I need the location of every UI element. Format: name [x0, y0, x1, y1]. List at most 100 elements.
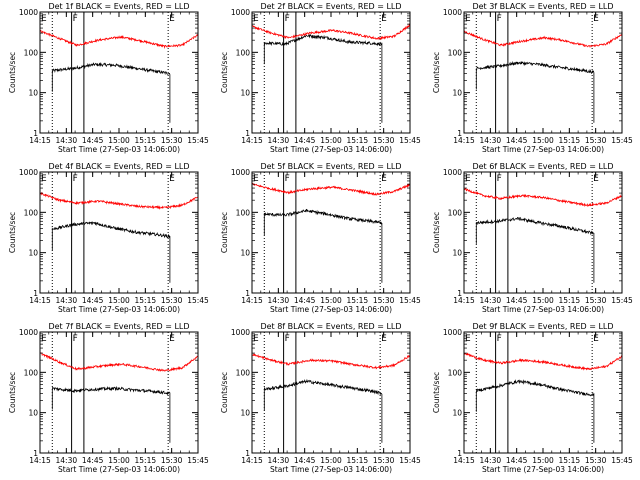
marker-label: E — [381, 174, 387, 184]
x-axis-label: Start Time (27-Sep-03 14:06:00) — [270, 145, 392, 154]
events-series-line — [475, 216, 595, 283]
x-tick-label: 14:30 — [268, 456, 290, 465]
marker-label: E — [381, 334, 387, 344]
y-axis-label: Counts/sec — [8, 372, 17, 413]
y-axis-label: Counts/sec — [220, 372, 229, 413]
events-series-line — [263, 208, 383, 283]
x-tick-label: 15:45 — [399, 296, 421, 305]
x-axis-label: Start Time (27-Sep-03 14:06:00) — [482, 465, 604, 474]
y-tick-label: 1 — [457, 129, 462, 138]
y-tick-label: 100 — [448, 208, 463, 217]
x-tick-label: 14:30 — [56, 296, 78, 305]
y-axis-label: Counts/sec — [220, 212, 229, 253]
marker-label: F — [73, 174, 78, 184]
x-tick-label: 15:30 — [161, 296, 183, 305]
lld-series-line — [464, 187, 623, 208]
y-axis-label: Counts/sec — [220, 52, 229, 93]
chart-title: Det 2f BLACK = Events, RED = LLD — [260, 2, 401, 11]
x-tick-label: 14:45 — [82, 456, 104, 465]
x-tick-label: 14:15 — [241, 296, 263, 305]
chart-title: Det 8f BLACK = Events, RED = LLD — [260, 322, 401, 331]
chart-title: Det 6f BLACK = Events, RED = LLD — [472, 162, 613, 171]
chart-title: Det 3f BLACK = Events, RED = LLD — [472, 2, 613, 11]
x-tick-label: 15:30 — [585, 456, 607, 465]
y-tick-label: 1000 — [443, 328, 462, 337]
plot-frame — [39, 171, 199, 294]
x-tick-label: 14:15 — [241, 136, 263, 145]
lld-series-line — [251, 23, 411, 41]
marker-label: F — [497, 14, 502, 24]
x-tick-label: 14:30 — [268, 136, 290, 145]
x-tick-label: 14:30 — [268, 296, 290, 305]
marker-label: E — [593, 174, 599, 184]
x-tick-label: 15:45 — [611, 296, 633, 305]
x-tick-label: 15:15 — [347, 296, 369, 305]
chart-title: Det 7f BLACK = Events, RED = LLD — [48, 322, 189, 331]
plot-frame — [39, 11, 199, 134]
chart-title: Det 9f BLACK = Events, RED = LLD — [472, 322, 613, 331]
x-tick-label: 15:15 — [347, 456, 369, 465]
x-axis-label: Start Time (27-Sep-03 14:06:00) — [482, 145, 604, 154]
y-tick-label: 1 — [245, 129, 250, 138]
x-tick-label: 15:45 — [399, 136, 421, 145]
x-tick-label: 15:30 — [585, 296, 607, 305]
y-tick-label: 10 — [452, 89, 462, 98]
y-tick-label: 1000 — [231, 328, 250, 337]
x-tick-label: 15:00 — [532, 296, 554, 305]
x-axis-label: Start Time (27-Sep-03 14:06:00) — [58, 465, 180, 474]
x-tick-label: 14:15 — [29, 136, 51, 145]
x-tick-label: 15:45 — [399, 456, 421, 465]
x-tick-label: 15:45 — [187, 456, 209, 465]
x-tick-label: 14:45 — [82, 296, 104, 305]
events-series-line — [51, 221, 171, 283]
marker-label: E — [253, 174, 259, 184]
x-tick-label: 14:15 — [29, 296, 51, 305]
y-tick-label: 10 — [28, 89, 38, 98]
x-tick-label: 15:45 — [611, 456, 633, 465]
marker-label: E — [169, 14, 175, 24]
x-tick-label: 15:15 — [135, 456, 157, 465]
events-series-line — [51, 62, 171, 123]
lld-series-line — [251, 182, 411, 197]
y-tick-label: 10 — [452, 409, 462, 418]
marker-label: E — [169, 174, 175, 184]
x-tick-label: 14:15 — [29, 456, 51, 465]
events-series-line — [475, 60, 595, 123]
x-tick-label: 14:45 — [506, 456, 528, 465]
marker-label: E — [465, 334, 471, 344]
y-tick-label: 1 — [245, 289, 250, 298]
x-tick-label: 15:15 — [559, 136, 581, 145]
chart-title: Det 4f BLACK = Events, RED = LLD — [48, 162, 189, 171]
x-tick-label: 14:15 — [241, 456, 263, 465]
y-tick-label: 1 — [457, 449, 462, 458]
x-axis-label: Start Time (27-Sep-03 14:06:00) — [58, 305, 180, 314]
events-series-line — [51, 385, 171, 443]
x-tick-label: 15:15 — [135, 296, 157, 305]
x-tick-label: 15:00 — [320, 136, 342, 145]
marker-label: E — [253, 14, 259, 24]
marker-label: E — [381, 14, 387, 24]
x-tick-label: 14:45 — [294, 296, 316, 305]
y-axis-label: Counts/sec — [432, 372, 441, 413]
y-axis-label: Counts/sec — [8, 212, 17, 253]
x-tick-label: 14:45 — [506, 136, 528, 145]
x-tick-label: 15:00 — [532, 136, 554, 145]
y-tick-label: 1 — [245, 449, 250, 458]
x-axis-label: Start Time (27-Sep-03 14:06:00) — [58, 145, 180, 154]
y-tick-label: 10 — [28, 409, 38, 418]
x-tick-label: 15:00 — [320, 456, 342, 465]
y-tick-label: 1 — [457, 289, 462, 298]
x-axis-label: Start Time (27-Sep-03 14:06:00) — [270, 465, 392, 474]
x-tick-label: 15:15 — [559, 456, 581, 465]
marker-label: E — [41, 174, 47, 184]
x-tick-label: 15:30 — [373, 296, 395, 305]
x-tick-label: 15:45 — [187, 136, 209, 145]
x-tick-label: 14:45 — [82, 136, 104, 145]
